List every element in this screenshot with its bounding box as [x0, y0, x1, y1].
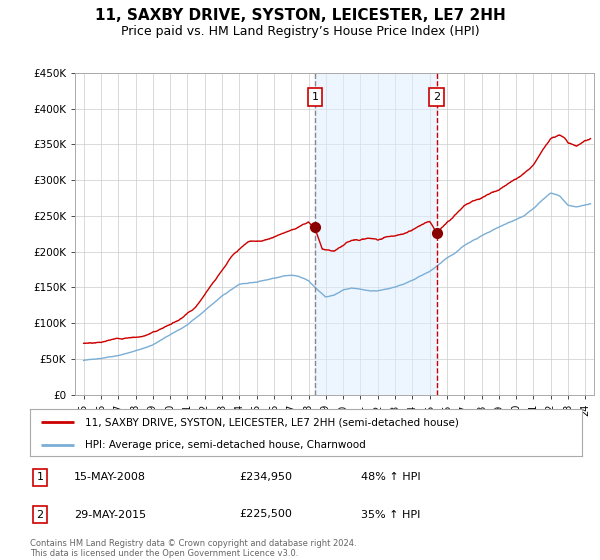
Text: £225,500: £225,500: [240, 510, 293, 520]
Bar: [315, 73, 437, 395]
Text: Contains HM Land Registry data © Crown copyright and database right 2024.
This d: Contains HM Land Registry data © Crown c…: [30, 539, 356, 558]
Text: 35% ↑ HPI: 35% ↑ HPI: [361, 510, 421, 520]
Text: Price paid vs. HM Land Registry’s House Price Index (HPI): Price paid vs. HM Land Registry’s House …: [121, 25, 479, 38]
Text: 15-MAY-2008: 15-MAY-2008: [74, 473, 146, 482]
Text: 2: 2: [37, 510, 43, 520]
Text: 11, SAXBY DRIVE, SYSTON, LEICESTER, LE7 2HH (semi-detached house): 11, SAXBY DRIVE, SYSTON, LEICESTER, LE7 …: [85, 417, 459, 427]
Text: 29-MAY-2015: 29-MAY-2015: [74, 510, 146, 520]
Text: 2: 2: [433, 92, 440, 102]
Text: HPI: Average price, semi-detached house, Charnwood: HPI: Average price, semi-detached house,…: [85, 440, 366, 450]
Text: 1: 1: [311, 92, 319, 102]
Text: 11, SAXBY DRIVE, SYSTON, LEICESTER, LE7 2HH: 11, SAXBY DRIVE, SYSTON, LEICESTER, LE7 …: [95, 8, 505, 24]
Text: 1: 1: [37, 473, 43, 482]
Text: £234,950: £234,950: [240, 473, 293, 482]
Text: 48% ↑ HPI: 48% ↑ HPI: [361, 473, 421, 482]
